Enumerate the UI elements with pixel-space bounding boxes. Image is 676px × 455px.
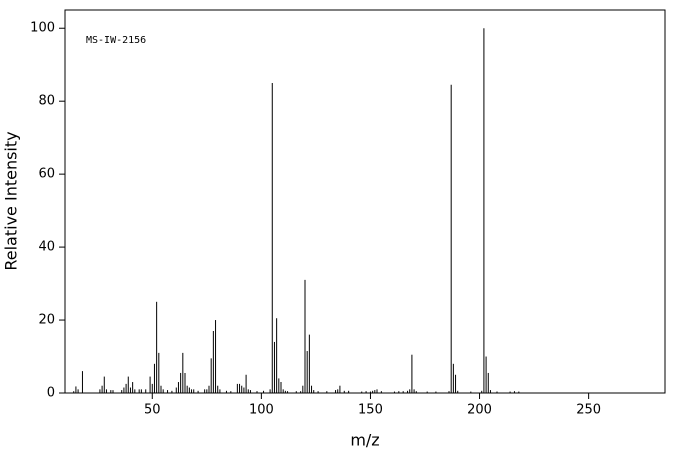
x-tick-label: 250 xyxy=(576,403,601,418)
y-tick-label: 60 xyxy=(38,167,55,182)
x-tick-label: 200 xyxy=(467,403,492,418)
x-tick-label: 150 xyxy=(358,403,383,418)
x-tick-label: 50 xyxy=(144,403,161,418)
y-axis-label: Relative Intensity xyxy=(2,131,21,270)
y-tick-label: 20 xyxy=(38,313,55,328)
x-axis-label: m/z xyxy=(350,431,379,450)
y-tick-label: 80 xyxy=(38,94,55,109)
plot-frame xyxy=(64,9,666,394)
x-tick-label: 100 xyxy=(249,403,274,418)
y-tick-label: 0 xyxy=(47,386,55,401)
annotation: MS-IW-2156 xyxy=(86,35,146,46)
y-tick-label: 40 xyxy=(38,240,55,255)
y-tick-label: 100 xyxy=(30,21,55,36)
